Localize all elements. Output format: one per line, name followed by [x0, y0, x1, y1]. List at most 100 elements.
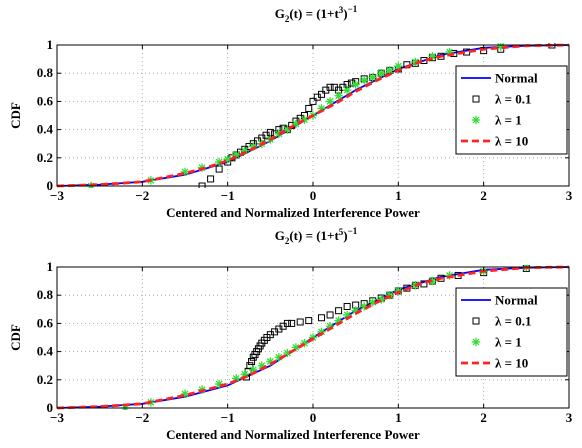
legend-swatch-asterisk — [471, 337, 481, 347]
x-tick-label: −1 — [221, 410, 235, 425]
x-tick-label: 2 — [480, 188, 487, 203]
title-part: 2 — [285, 236, 290, 246]
data-point-asterisk — [368, 298, 377, 307]
data-point-square — [296, 318, 304, 326]
asterisk-stroke — [360, 303, 368, 310]
legend-entry-label: λ = 1 — [495, 113, 522, 128]
data-point-square — [305, 317, 313, 325]
title-part: ) — [343, 228, 347, 243]
data-point-asterisk — [411, 57, 420, 67]
legend-box — [455, 287, 568, 377]
legend-entry-label: λ = 0.1 — [495, 314, 532, 329]
legend-entry-label: λ = 10 — [495, 356, 528, 371]
x-axis-label: Centered and Normalized Interference Pow… — [166, 427, 420, 442]
y-tick-label: 0 — [47, 178, 54, 193]
y-axis-label: CDF — [8, 102, 23, 129]
asterisk-stroke — [386, 66, 394, 74]
asterisk-stroke — [360, 76, 368, 84]
title-part: (t) = (1+t — [289, 228, 339, 243]
data-point-square — [318, 90, 326, 98]
y-tick-label: 0.6 — [37, 93, 54, 108]
asterisk-stroke — [369, 298, 377, 306]
asterisk-stroke — [472, 116, 480, 124]
x-tick-label: −2 — [135, 410, 149, 425]
asterisk-stroke — [318, 105, 325, 112]
asterisk-stroke — [249, 366, 257, 374]
asterisk-stroke — [429, 277, 436, 285]
x-tick-label: −3 — [50, 188, 64, 203]
title-part: 3 — [339, 5, 344, 15]
data-point-square — [288, 319, 296, 327]
x-tick-label: −2 — [135, 188, 149, 203]
data-point-asterisk — [214, 379, 224, 389]
legend-entry-label: λ = 0.1 — [495, 92, 532, 107]
asterisk-stroke — [352, 81, 360, 88]
data-point-square — [248, 357, 256, 365]
series-line-3 — [57, 265, 569, 410]
x-tick-label: 0 — [310, 188, 317, 203]
asterisk-stroke — [411, 58, 419, 66]
data-point-square — [326, 83, 334, 91]
data-point-square — [343, 302, 351, 310]
legend-entry-label: λ = 10 — [495, 134, 528, 149]
data-point-square — [207, 175, 215, 183]
chart-title: G2(t) = (1+t5)−1 — [275, 226, 358, 246]
data-point-asterisk — [342, 85, 352, 95]
y-tick-label: 0.4 — [37, 344, 54, 359]
asterisk-stroke — [377, 69, 385, 77]
x-axis-label: Centered and Normalized Interference Pow… — [166, 205, 420, 220]
asterisk-stroke — [335, 92, 343, 100]
title-part: −1 — [348, 226, 358, 236]
asterisk-stroke — [335, 317, 343, 325]
title-part: (t) = (1+t — [289, 6, 339, 21]
asterisk-stroke — [215, 380, 223, 388]
y-tick-label: 0.4 — [37, 122, 54, 137]
data-point-asterisk — [325, 97, 335, 106]
x-tick-label: 1 — [395, 410, 402, 425]
legend-box — [455, 65, 568, 155]
asterisk-stroke — [472, 338, 480, 346]
legend: Normal λ = 0.1 λ = 1 λ = 10 — [455, 287, 568, 377]
asterisk-stroke — [352, 307, 360, 315]
data-point-square — [283, 319, 291, 327]
legend-swatch-asterisk — [471, 115, 481, 125]
chart-panel-2: −3 −2 −1 0 1 2 3 0 0.2 0.4 0.6 0.8 1 Centered and Nor… — [8, 226, 573, 442]
asterisk-stroke — [497, 43, 505, 50]
data-point-square — [215, 165, 223, 173]
y-tick-label: 1 — [47, 259, 54, 274]
legend-swatch-square — [472, 317, 480, 325]
y-tick-label: 0.2 — [37, 372, 53, 387]
y-tick-label: 0.6 — [37, 315, 54, 330]
y-axis-label: CDF — [8, 324, 23, 351]
asterisk-stroke — [343, 86, 351, 94]
data-point-square — [335, 307, 343, 315]
y-tick-label: 0.8 — [37, 65, 54, 80]
legend-entry-label: Normal — [495, 293, 538, 308]
y-tick-label: 0.8 — [37, 287, 54, 302]
series-line-3 — [57, 43, 569, 188]
asterisk-stroke — [266, 358, 274, 365]
data-point-square — [246, 362, 254, 370]
x-tick-label: 1 — [395, 188, 402, 203]
legend: Normal λ = 0.1 λ = 1 λ = 10 — [455, 65, 568, 155]
asterisk-stroke — [258, 362, 266, 370]
asterisk-stroke — [215, 158, 223, 166]
x-tick-label: −1 — [221, 188, 235, 203]
legend-swatch-square — [472, 95, 480, 103]
asterisk-stroke — [369, 74, 377, 81]
data-point-square — [326, 311, 334, 319]
data-point-asterisk — [368, 73, 377, 82]
y-tick-label: 0.2 — [37, 150, 53, 165]
legend-entry-label: λ = 1 — [495, 335, 522, 350]
x-tick-label: 3 — [566, 410, 573, 425]
data-point-asterisk — [283, 125, 292, 134]
title-part: 5 — [339, 227, 344, 237]
data-point-square — [318, 314, 326, 322]
x-tick-label: 2 — [480, 410, 487, 425]
y-tick-label: 0 — [47, 400, 54, 415]
data-point-asterisk — [351, 80, 360, 89]
legend-entry-label: Normal — [495, 71, 538, 86]
asterisk-stroke — [343, 311, 351, 319]
data-point-asterisk — [360, 76, 369, 85]
